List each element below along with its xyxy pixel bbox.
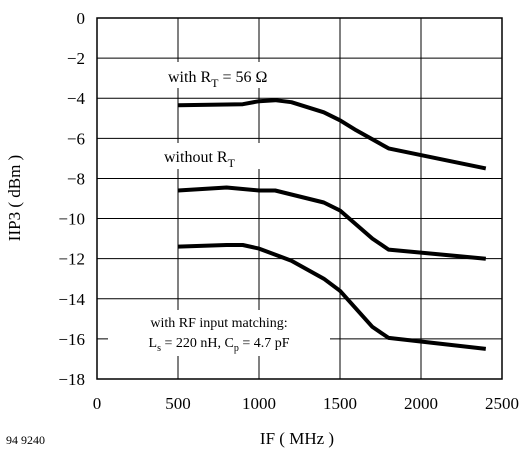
- x-tick-label: 2000: [404, 394, 438, 413]
- x-axis-label: IF ( MHz ): [260, 429, 334, 448]
- plot-frame: [96, 17, 503, 380]
- x-tick-label: 1000: [242, 394, 276, 413]
- annotation-without-sub: T: [228, 156, 236, 170]
- y-tick-label: 0: [77, 9, 86, 28]
- annotation-matching-line2: Ls = 220 nH, Cp = 4.7 pF: [149, 336, 290, 354]
- annotation-rt56-suffix: = 56 Ω: [218, 69, 267, 86]
- series-group: [177, 98, 487, 351]
- annotation-bg-rt56: [160, 62, 332, 88]
- annotation-without-prefix: without R: [164, 149, 228, 166]
- annotation-with-rt-56: with RT = 56 Ω: [168, 69, 267, 90]
- y-tick-label: −18: [58, 370, 85, 389]
- series-line-1: [177, 98, 487, 171]
- annotation-matching-cp-sub: p: [234, 343, 239, 354]
- annotation-rt56-prefix: with R: [168, 69, 211, 86]
- annotation-matching-cp-value: = 4.7 pF: [239, 336, 290, 351]
- x-tick-label: 0: [93, 394, 102, 413]
- y-tick-label: −2: [67, 49, 85, 68]
- y-tick-label: −10: [58, 210, 85, 229]
- annotation-matching-line1: with RF input matching:: [150, 316, 287, 331]
- y-tick-label: −4: [67, 89, 86, 108]
- x-tick-labels: 0 500 1000 1500 2000 2500: [93, 394, 519, 413]
- annotation-without-rt: without RT: [164, 149, 236, 170]
- y-tick-label: −14: [58, 290, 85, 309]
- annotation-backgrounds: [108, 62, 332, 356]
- annotation-bg-matching: [108, 310, 330, 356]
- annotation-matching-ls: L: [149, 336, 158, 351]
- x-tick-label: 2500: [485, 394, 519, 413]
- y-tick-label: −6: [67, 129, 85, 148]
- series-line-2: [177, 185, 486, 261]
- series-line-3: [177, 243, 487, 351]
- annotation-bg-without: [160, 143, 280, 169]
- annotation-matching-ls-sub: s: [157, 343, 161, 354]
- x-tick-label: 1500: [323, 394, 357, 413]
- y-axis-label: IIP3 ( dBm ): [5, 155, 24, 241]
- y-tick-labels: 0 −2 −4 −6 −8 −10 −12 −14 −16 −18: [58, 9, 85, 389]
- x-tick-label: 500: [165, 394, 191, 413]
- y-tick-label: −16: [58, 330, 85, 349]
- y-tick-label: −8: [67, 169, 85, 188]
- annotation-rt56-sub: T: [211, 76, 219, 90]
- annotation-matching-cp: = 220 nH, C: [161, 336, 234, 351]
- figure-reference: 94 9240: [6, 433, 45, 447]
- y-tick-label: −12: [58, 250, 85, 269]
